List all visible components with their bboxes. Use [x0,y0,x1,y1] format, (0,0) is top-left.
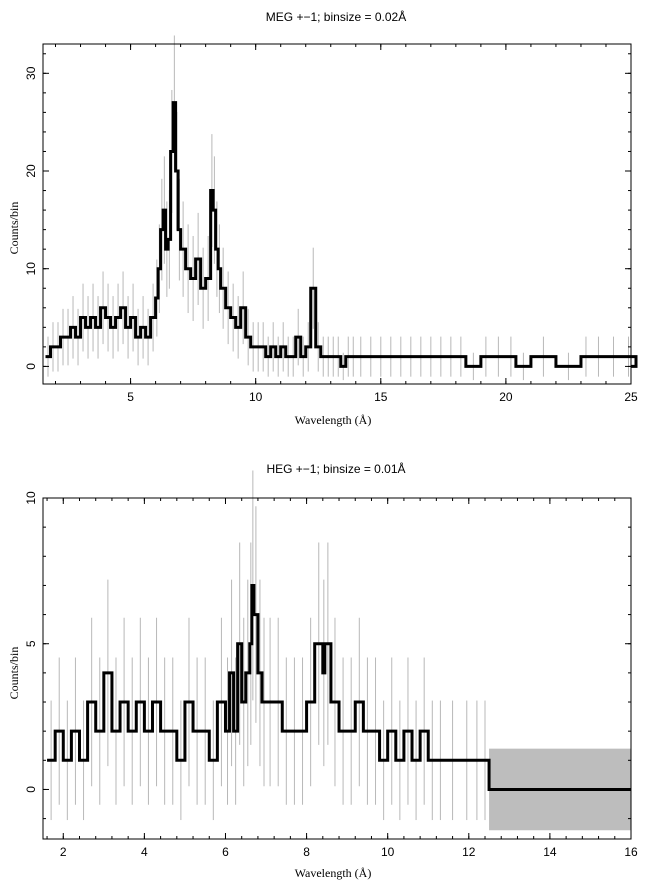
heg-series-line [47,583,631,791]
meg-y-axis-label: Counts/bin [7,202,21,255]
heg-x-tick-label: 4 [141,845,148,859]
meg-x-tick-label: 15 [374,390,388,404]
meg-y-tick-label: 10 [24,262,38,276]
heg-x-tick-label: 10 [381,845,395,859]
meg-y-tick-label: 0 [24,363,38,370]
heg-panel: HEG +−1; binsize = 0.01Å 2 4 6 8 10 12 14 16 0 5 1… [7,461,638,880]
heg-y-tick-label: 5 [24,640,38,647]
meg-x-tick-label: 5 [127,390,134,404]
meg-x-axis-label: Wavelength (Å) [295,413,372,427]
heg-x-tick-label: 16 [624,845,638,859]
heg-data-layer [47,583,631,791]
heg-x-tick-label: 6 [222,845,229,859]
meg-chart-title: MEG +−1; binsize = 0.02Å [266,9,406,24]
meg-panel: MEG +−1; binsize = 0.02Å 5 10 15 20 25 0 10 20 3… [7,9,638,427]
heg-x-axis-label: Wavelength (Å) [295,866,372,880]
heg-x-tick-label: 12 [462,845,476,859]
meg-y-tick-label: 30 [24,66,38,80]
heg-axis-ticks: 2 4 6 8 10 12 14 16 0 5 10 [24,491,638,859]
meg-series-line [45,101,638,368]
heg-plot-frame [42,497,632,840]
heg-chart-title: HEG +−1; binsize = 0.01Å [266,461,405,476]
meg-y-tick-label: 20 [24,164,38,178]
meg-x-tick-label: 20 [499,390,513,404]
heg-y-tick-label: 0 [24,786,38,793]
meg-plot-frame [42,43,632,385]
heg-x-tick-label: 2 [60,845,67,859]
meg-x-tick-label: 10 [249,390,263,404]
heg-y-axis-label: Counts/bin [7,647,21,700]
heg-y-tick-label: 10 [24,491,38,505]
meg-x-tick-label: 25 [624,390,638,404]
meg-data-layer [45,101,638,368]
heg-x-tick-label: 14 [543,845,557,859]
heg-x-tick-label: 8 [303,845,310,859]
heg-error-bars [50,470,631,831]
meg-axis-ticks: 5 10 15 20 25 0 10 20 30 [24,44,638,404]
